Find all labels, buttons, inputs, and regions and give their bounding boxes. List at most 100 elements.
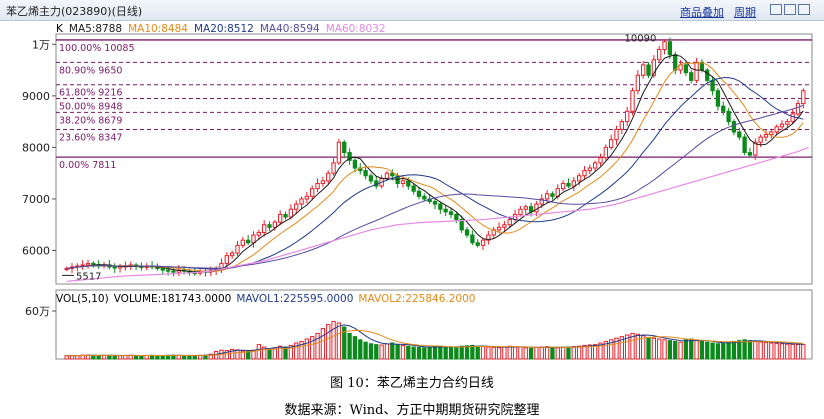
volume-bar-98 [587,344,592,360]
period-button[interactable]: 周期 [734,6,756,19]
candle-body-129 [753,141,758,156]
candle-body-79 [486,234,491,241]
candle-body-70 [438,203,443,210]
volume-bar-40 [278,345,283,360]
candle-body-105 [625,110,630,123]
candle-body-91 [550,193,555,197]
candle-body-44 [299,198,304,205]
volume-bar-56 [363,341,368,360]
volume-bar-75 [464,345,470,360]
volume-bar-58 [374,344,379,360]
mavol2-line [66,329,804,357]
fib-label-0: 100.00% 10085 [59,43,135,54]
candle-body-96 [576,175,582,182]
restore-icon[interactable] [784,4,796,15]
kline-chart[interactable]: 1万 9000 8000 7000 6000 100.00% 10085 80.90% 96… [0,0,824,366]
layout-icon[interactable] [770,4,782,15]
volume-bar-117 [689,338,694,360]
volume-bar-123 [721,342,726,360]
candle-body-60 [384,172,390,179]
close-icon[interactable] [798,4,810,15]
candle-body-41 [283,213,288,218]
fib-label-6: 0.00% 7811 [59,160,116,171]
candle-body-52 [342,141,347,154]
volume-bar-119 [699,340,705,360]
volume-bar-32 [235,349,240,360]
candle-body-72 [448,211,454,215]
candle-body-130 [758,136,763,143]
ma40-line [66,104,804,270]
candle-body-9 [112,266,117,269]
candle-body-40 [278,213,283,223]
volume-bar-48 [320,328,326,360]
volume-bar-97 [582,344,587,360]
y-tick-label-0: 1万 [32,38,50,51]
vol-tick-label-0: 60万 [25,305,50,318]
fib-label-5: 23.60% 8347 [59,133,122,144]
volume-bar-7 [101,355,107,360]
volume-bar-51 [336,322,342,360]
vol-legend-item-1: VOLUME:181743.0000 [113,293,232,305]
candle-body-54 [352,159,358,169]
volume-bar-14 [139,355,144,360]
volume-bar-53 [347,332,352,360]
candle-body-87 [528,206,534,213]
volume-bar-36 [256,344,261,360]
volume-bar-6 [96,354,101,360]
volume-bar-21 [176,354,181,360]
fib-label-4: 38.20% 8679 [59,115,122,126]
candle-body-20 [171,270,176,273]
volume-bar-130 [758,341,763,360]
volume-bar-43 [294,342,299,360]
volume-bar-84 [512,346,518,360]
candle-body-4 [85,262,91,266]
volume-bar-81 [496,347,502,360]
candle-body-77 [475,242,480,246]
candle-body-67 [422,195,427,200]
volume-bar-74 [459,345,464,360]
candle-body-134 [779,123,785,128]
volume-bar-118 [694,340,699,360]
candle-body-94 [566,182,571,187]
candle-body-83 [507,219,512,226]
candle-body-5 [91,262,96,265]
candle-body-63 [400,180,406,184]
volume-bar-120 [705,341,710,360]
volume-bar-94 [566,346,571,360]
volume-bar-114 [673,340,678,360]
volume-bar-115 [678,341,683,360]
volume-bar-73 [454,346,459,360]
volume-bar-77 [475,345,480,360]
candle-body-113 [667,41,673,56]
candle-body-35 [251,234,256,244]
volume-bar-47 [315,332,320,360]
candle-body-102 [609,139,614,148]
candle-body-110 [651,59,657,76]
candle-body-73 [454,213,459,221]
volume-bar-22 [181,355,187,360]
candle-body-46 [310,188,315,197]
volume-bar-30 [224,350,229,360]
candle-body-93 [560,182,566,190]
volume-bar-17 [155,354,160,360]
volume-bar-124 [726,341,731,360]
candle-body-38 [267,224,272,228]
chart-title-bar: 苯乙烯主力(023890)(日线) 商品叠加 周期 [0,0,824,21]
y-tick-label-2: 8000 [22,141,50,154]
volume-bar-9 [112,354,117,360]
candle-body-45 [304,195,310,200]
volume-bar-87 [528,347,534,360]
figure-source: 数据来源：Wind、方正中期期货研究院整理 [284,403,540,418]
volume-bar-50 [331,320,336,360]
volume-bar-104 [619,336,624,360]
commodity-overlay-button[interactable]: 商品叠加 [680,6,724,19]
volume-bar-85 [518,346,523,360]
volume-bar-79 [486,346,491,360]
candle-body-86 [523,206,528,210]
volume-bar-136 [790,343,795,360]
candle-body-18 [160,268,165,271]
volume-bar-34 [246,350,251,360]
volume-bar-125 [731,340,737,360]
vol-legend-item-0: VOL(5,10) [56,293,109,305]
volume-bar-121 [710,342,715,360]
